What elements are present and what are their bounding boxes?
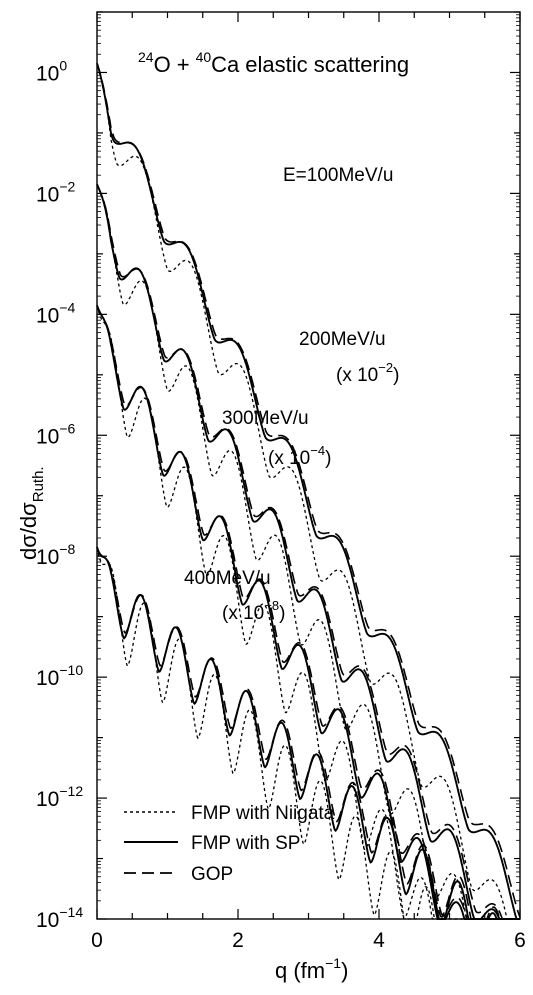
- y-tick-label-exp: 0: [59, 57, 67, 73]
- y-tick-label: 10−8: [36, 541, 76, 569]
- curves: [96, 63, 521, 920]
- annotation-scale-400-post: ): [279, 603, 285, 624]
- curve-niigata: [96, 546, 520, 920]
- y-tick-label-exp: −8: [59, 541, 75, 557]
- x-axis-label-close: ): [341, 958, 348, 983]
- y-tick-label-base: 10: [36, 304, 59, 327]
- annotation-e300: 300MeV/u: [222, 408, 309, 429]
- chart-title: 24O +40Ca elastic scattering: [138, 49, 409, 77]
- curve-gop: [96, 305, 520, 920]
- y-tick-label-base: 10: [36, 425, 59, 448]
- title-plus: +: [177, 52, 190, 77]
- y-tick-label-base: 10: [36, 909, 59, 932]
- y-tick-label: 10−4: [36, 299, 76, 327]
- x-axis-label-main: q (fm: [275, 958, 325, 983]
- x-axis-label-exp: −1: [325, 955, 341, 971]
- title-sym-a: O: [154, 52, 171, 77]
- annotation-scale-400: (x 10−8): [222, 598, 285, 624]
- curve-gop: [96, 546, 520, 920]
- y-tick-label-exp: −4: [59, 299, 75, 315]
- y-axis-label-sub: Ruth.: [30, 466, 47, 502]
- y-tick-label: 10−12: [36, 783, 83, 811]
- legend: FMP with Niigata FMP with SP GOP: [124, 803, 335, 885]
- legend-label-niigata: FMP with Niigata: [191, 803, 335, 824]
- y-tick-label-base: 10: [36, 788, 59, 811]
- legend-label-sp: FMP with SP: [191, 833, 300, 854]
- y-tick-label: 10−14: [36, 904, 83, 932]
- title-rest: elastic scattering: [245, 52, 409, 77]
- curve-sp: [96, 546, 520, 920]
- y-tick-label-exp: −2: [59, 178, 75, 194]
- x-tick-label: 2: [232, 929, 244, 952]
- axis-ticks: [96, 11, 521, 920]
- y-axis-label-main: dσ/dσ: [16, 502, 41, 560]
- x-tick-labels: 0 2 4 6: [91, 929, 526, 952]
- y-tick-label-base: 10: [36, 62, 59, 85]
- annotation-scale-300: (x 10−4): [268, 443, 331, 469]
- annotation-scale-300-pre: (x 10: [268, 448, 310, 469]
- curve-niigata: [96, 305, 520, 920]
- annotation-scale-400-pre: (x 10: [222, 603, 264, 624]
- y-tick-label-exp: −6: [59, 420, 75, 436]
- y-tick-label-base: 10: [36, 183, 59, 206]
- curve-sp: [96, 304, 520, 920]
- curve-niigata: [96, 63, 520, 920]
- annotation-scale-200-pre: (x 10: [336, 365, 378, 386]
- y-tick-label-exp: −12: [59, 783, 83, 799]
- curve-niigata: [96, 184, 520, 920]
- curve-sp: [96, 63, 520, 920]
- y-axis-label: dσ/dσRuth.: [16, 466, 47, 560]
- y-tick-label: 10−2: [36, 178, 76, 206]
- y-tick-label-base: 10: [36, 667, 59, 690]
- title-mass-a: 24: [138, 49, 154, 65]
- y-tick-label: 10−6: [36, 420, 76, 448]
- x-tick-label: 0: [91, 929, 103, 952]
- y-tick-label: 100: [36, 57, 67, 85]
- annotation-scale-400-sup: −8: [264, 598, 279, 613]
- x-axis-label: q (fm−1): [275, 955, 348, 983]
- x-tick-label: 6: [514, 929, 526, 952]
- annotation-e200: 200MeV/u: [299, 329, 386, 350]
- annotation-e400: 400MeV/u: [184, 568, 271, 589]
- y-tick-label: 10−10: [36, 662, 83, 690]
- curve-sp: [96, 183, 520, 920]
- annotation-scale-200-sup: −2: [378, 360, 393, 375]
- curve-gop: [96, 63, 521, 918]
- title-mass-b: 40: [196, 49, 212, 65]
- y-tick-label-base: 10: [36, 546, 59, 569]
- annotation-scale-300-sup: −4: [310, 443, 325, 458]
- title-sym-b: Ca: [211, 52, 240, 77]
- annotation-scale-200-post: ): [393, 365, 399, 386]
- curve-gop: [96, 183, 520, 920]
- y-tick-label-exp: −14: [59, 904, 83, 920]
- x-tick-label: 4: [373, 929, 385, 952]
- annotation-scale-200: (x 10−2): [336, 360, 399, 386]
- annotation-scale-300-post: ): [325, 448, 331, 469]
- annotation-e100: E=100MeV/u: [283, 165, 393, 186]
- legend-label-gop: GOP: [191, 864, 233, 885]
- y-tick-label-exp: −10: [59, 662, 83, 678]
